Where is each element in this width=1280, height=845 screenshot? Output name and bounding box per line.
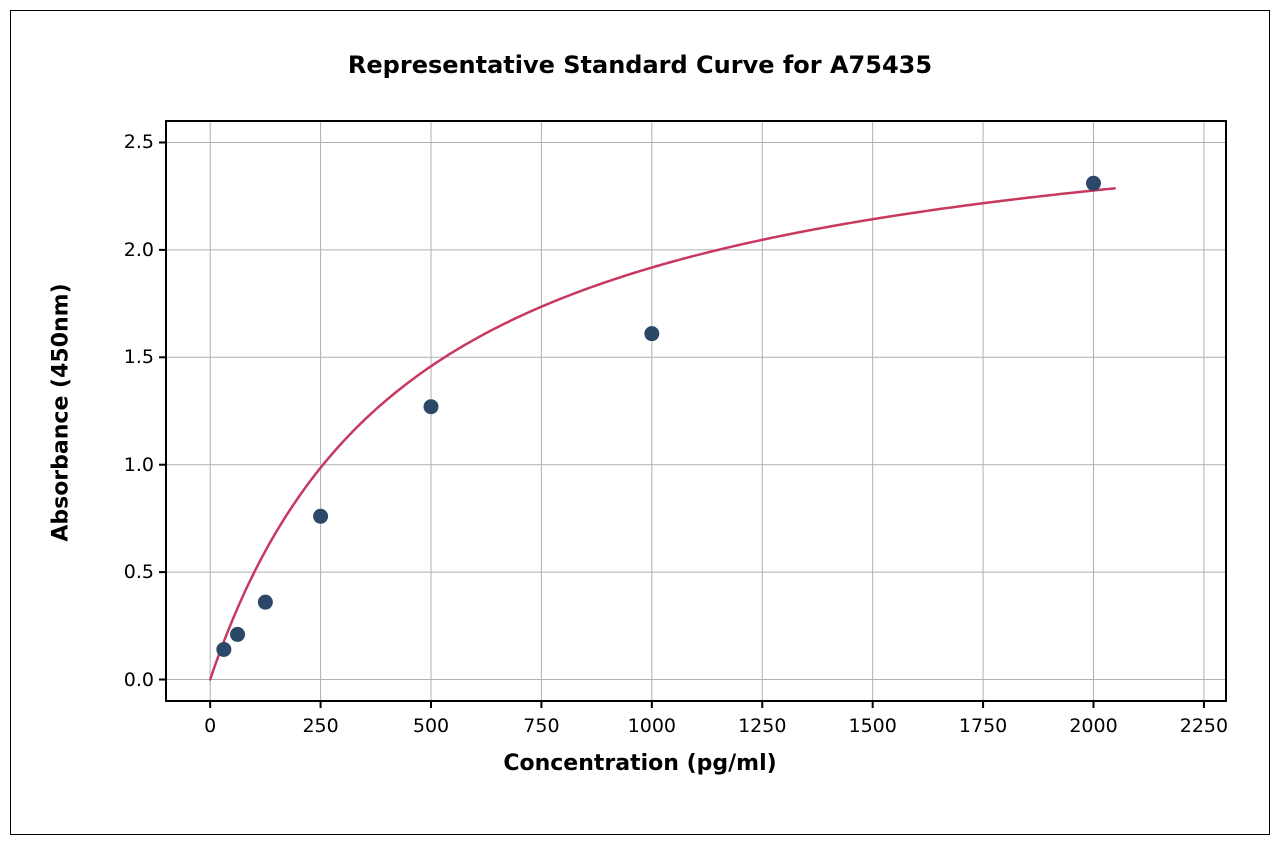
ytick-label: 0.0 (94, 669, 154, 691)
data-point (645, 327, 659, 341)
xtick-label: 750 (523, 715, 559, 737)
fitted-curve (210, 188, 1115, 679)
ytick-label: 2.0 (94, 239, 154, 261)
data-point (231, 627, 245, 641)
data-point (424, 400, 438, 414)
plot-svg (166, 121, 1226, 701)
ytick-label: 0.5 (94, 561, 154, 583)
ytick-label: 2.5 (94, 131, 154, 153)
y-axis-label: Absorbance (450nm) (49, 123, 74, 703)
data-point (258, 595, 272, 609)
xtick-label: 2250 (1180, 715, 1228, 737)
data-point (1087, 176, 1101, 190)
figure-frame: Representative Standard Curve for A75435… (10, 10, 1270, 835)
xtick-label: 2000 (1069, 715, 1117, 737)
ytick-label: 1.5 (94, 346, 154, 368)
xtick-label: 1750 (959, 715, 1007, 737)
data-point (314, 509, 328, 523)
plot-area (166, 121, 1226, 701)
xtick-label: 1000 (628, 715, 676, 737)
xtick-label: 0 (204, 715, 216, 737)
xtick-label: 1250 (738, 715, 786, 737)
ytick-label: 1.0 (94, 454, 154, 476)
chart-title: Representative Standard Curve for A75435 (11, 51, 1269, 79)
data-point (217, 642, 231, 656)
xtick-label: 1500 (848, 715, 896, 737)
x-axis-label: Concentration (pg/ml) (11, 751, 1269, 776)
xtick-label: 500 (413, 715, 449, 737)
xtick-label: 250 (302, 715, 338, 737)
